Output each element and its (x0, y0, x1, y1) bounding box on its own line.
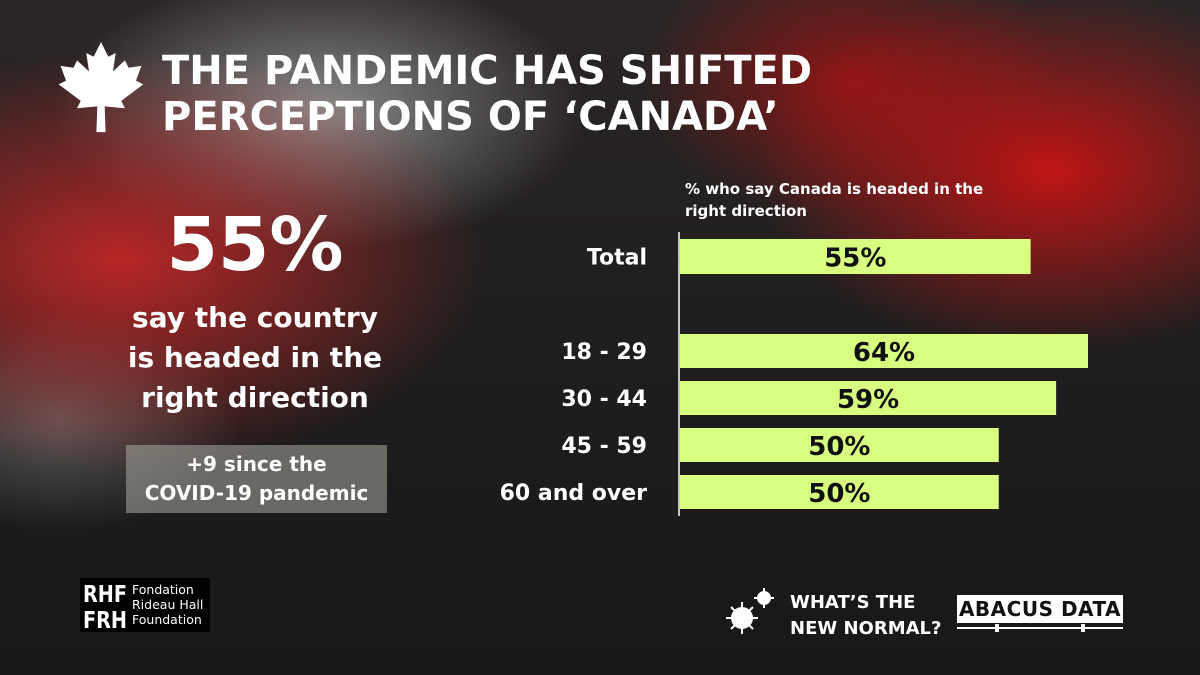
category-label-0: Total (587, 246, 647, 271)
rhf-line-2: Rideau Hall (132, 597, 204, 612)
abacus-logo-rule (957, 624, 1123, 632)
rhf-logo: RHF FRH (80, 578, 210, 632)
chart-subtitle: % who say Canada is headed in the right … (685, 178, 1065, 222)
value-label-4: 50% (808, 479, 870, 509)
change-badge: +9 since the COVID-19 pandemic (126, 445, 387, 513)
headline-desc-line-3: right direction (141, 381, 369, 414)
change-badge-line-2: COVID-19 pandemic (144, 481, 369, 505)
chart-subtitle-line-2: right direction (685, 202, 807, 220)
svg-text:FRH: FRH (83, 608, 127, 632)
wtn-line-2: NEW NORMAL? (790, 618, 942, 639)
value-label-0: 55% (824, 244, 886, 274)
maple-leaf-icon (58, 42, 144, 133)
page-title: THE PANDEMIC HAS SHIFTED PERCEPTIONS OF … (162, 48, 862, 140)
headline-desc-line-1: say the country (132, 301, 378, 334)
rhf-line-1: Fondation (132, 582, 194, 597)
bar-4 (680, 475, 999, 509)
change-badge-line-1: +9 since the (186, 452, 327, 476)
chart-subtitle-line-1: % who say Canada is headed in the (685, 180, 984, 198)
abacus-logo-text: ABACUS DATA (957, 595, 1123, 623)
whats-the-new-normal-logo: WHAT’S THE NEW NORMAL? (790, 590, 941, 642)
abacus-data-logo: ABACUS DATA (957, 595, 1123, 633)
value-label-1: 64% (853, 338, 915, 368)
category-label-4: 60 and over (500, 481, 648, 506)
bar-1 (680, 334, 1088, 368)
headline-percentage: 55% (166, 202, 344, 288)
headline-desc-line-2: is headed in the (127, 341, 383, 374)
title-line-1: THE PANDEMIC HAS SHIFTED (162, 48, 813, 94)
rhf-line-3: Foundation (132, 612, 202, 627)
bar-3 (680, 428, 999, 462)
rhf-logo-text: Fondation Rideau Hall Foundation (132, 582, 203, 627)
svg-text:RHF: RHF (83, 582, 127, 608)
category-label-1: 18 - 29 (561, 340, 647, 365)
category-label-2: 30 - 44 (561, 387, 647, 412)
value-label-3: 50% (808, 432, 870, 462)
bar-2 (680, 381, 1057, 415)
title-line-2: PERCEPTIONS OF ‘CANADA’ (162, 94, 779, 140)
bar-0 (680, 239, 1031, 274)
category-label-3: 45 - 59 (561, 434, 647, 459)
virus-icon (726, 588, 774, 634)
headline-description: say the country is headed in the right d… (100, 298, 410, 418)
wtn-line-1: WHAT’S THE (790, 592, 916, 613)
value-label-2: 59% (837, 385, 899, 415)
